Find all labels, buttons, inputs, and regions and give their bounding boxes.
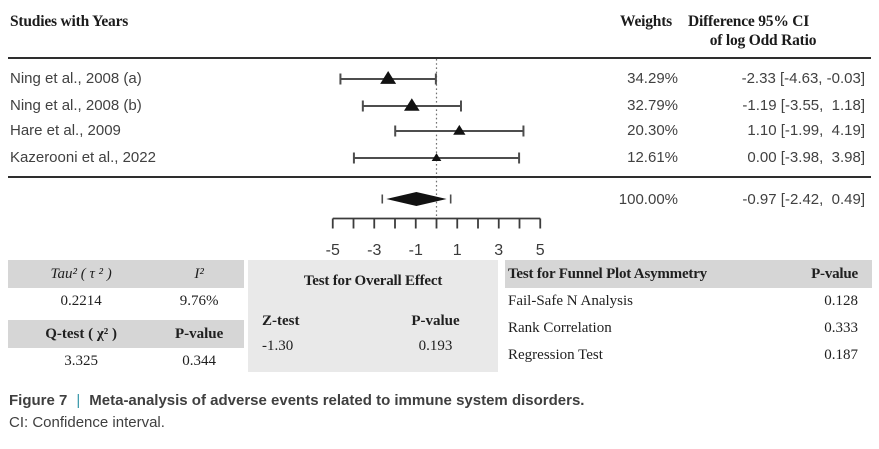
funnel-test-label: Regression Test	[508, 347, 603, 363]
ztest-value: -1.30	[262, 337, 294, 354]
studies-column-header: Studies with Years	[10, 13, 129, 30]
qtest-pvalue-label: P-value	[174, 325, 224, 342]
funnel-test-label: Rank Correlation	[508, 320, 612, 336]
svg-text:-5: -5	[326, 242, 340, 258]
funnel-row: Fail-Safe N Analysis 0.128	[505, 288, 872, 315]
qtest-label: Q-test ( χ² )	[45, 325, 118, 342]
overall-effect-title: Test for Overall Effect	[303, 273, 443, 289]
funnel-asymmetry-table: Test for Funnel Plot Asymmetry P-value F…	[505, 260, 872, 369]
funnel-row: Rank Correlation 0.333	[505, 315, 872, 342]
study-label: Ning et al., 2008 (b)	[10, 97, 142, 114]
funnel-test-label: Fail-Safe N Analysis	[508, 293, 633, 309]
ztest-label: Z-test	[262, 312, 300, 329]
heterogeneity-table: Tau² ( τ ² ) I² 0.2214 9.76% Q-test ( χ²…	[8, 260, 244, 374]
qtest-value: 3.325	[64, 352, 99, 369]
overall-pvalue-label: P-value	[411, 312, 460, 329]
overall-effect-value-row: -1.30 0.193	[248, 334, 498, 358]
difference-column-header-line2: of log Odd Ratio	[709, 32, 817, 49]
figure-caption: Figure 7 | Meta-analysis of adverse even…	[9, 392, 584, 409]
study-label: Hare et al., 2009	[10, 122, 121, 139]
i2-label: I²	[194, 265, 204, 282]
forest-plot-canvas: -5 -3 -1 1 3 5	[326, 59, 545, 258]
heterogeneity-header-row: Tau² ( τ ² ) I²	[8, 260, 244, 288]
qtest-pvalue-value: 0.344	[182, 352, 217, 369]
svg-text:5: 5	[536, 242, 545, 258]
svg-text:1: 1	[453, 242, 462, 258]
overall-effect-header-row: Z-test P-value	[248, 308, 498, 334]
i2-value: 9.76%	[179, 292, 219, 309]
study-difference: 1.10 [-1.99, 4.19]	[747, 122, 865, 139]
figure-number: Figure 7	[9, 392, 68, 409]
weights-column-header: Weights	[620, 13, 672, 30]
funnel-test-pvalue: 0.187	[824, 347, 858, 363]
funnel-pvalue-label: P-value	[811, 265, 858, 282]
overall-effect-table: Test for Overall Effect Z-test P-value -…	[248, 260, 498, 372]
header-divider-line	[8, 57, 871, 59]
table-gap	[8, 314, 244, 320]
svg-text:-3: -3	[367, 242, 381, 258]
funnel-test-pvalue: 0.128	[824, 293, 858, 309]
study-weight: 34.29%	[627, 70, 678, 87]
heterogeneity-value-row: 0.2214 9.76%	[8, 288, 244, 314]
funnel-header-row: Test for Funnel Plot Asymmetry P-value	[505, 260, 872, 288]
summary-divider-line	[8, 176, 871, 178]
svg-text:-1: -1	[409, 242, 423, 258]
overall-pvalue-value: 0.193	[418, 337, 453, 354]
funnel-row: Regression Test 0.187	[505, 342, 872, 369]
svg-text:3: 3	[494, 242, 503, 258]
study-difference: 0.00 [-3.98, 3.98]	[747, 149, 865, 166]
study-weight: 20.30%	[627, 122, 678, 139]
study-difference: -1.19 [-3.55, 1.18]	[742, 97, 865, 114]
study-difference: -2.33 [-4.63, -0.03]	[741, 70, 865, 87]
summary-weight: 100.00%	[618, 191, 678, 208]
tau2-value: 0.2214	[60, 292, 102, 309]
tau2-label: Tau² ( τ ² )	[50, 265, 112, 282]
qtest-value-row: 3.325 0.344	[8, 348, 244, 374]
summary-difference: -0.97 [-2.42, 0.49]	[742, 191, 865, 208]
funnel-title: Test for Funnel Plot Asymmetry	[508, 265, 707, 282]
study-weight: 12.61%	[627, 149, 678, 166]
caption-separator: |	[76, 392, 81, 409]
funnel-test-pvalue: 0.333	[824, 320, 858, 336]
qtest-header-row: Q-test ( χ² ) P-value	[8, 320, 244, 348]
study-label: Ning et al., 2008 (a)	[10, 70, 142, 87]
difference-column-header-line1: Difference 95% CI	[688, 13, 810, 30]
figure-note: CI: Confidence interval.	[9, 414, 165, 431]
figure-title: Meta-analysis of adverse events related …	[89, 392, 585, 409]
study-weight: 32.79%	[627, 97, 678, 114]
study-label: Kazerooni et al., 2022	[10, 149, 156, 166]
